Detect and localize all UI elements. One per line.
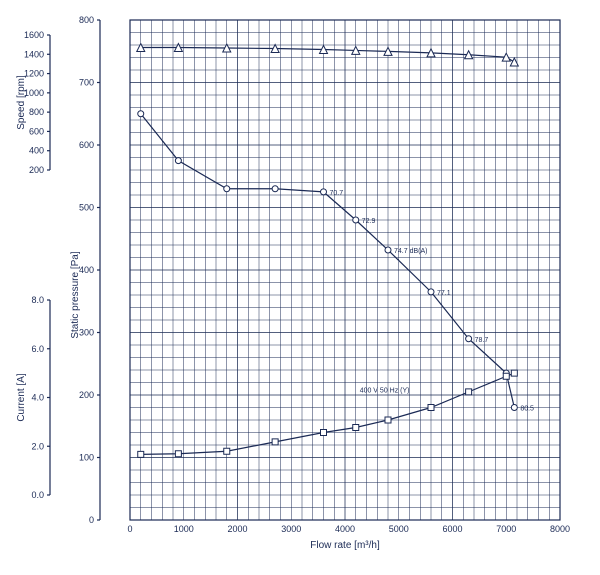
x-tick-label: 7000 — [496, 524, 516, 534]
pressure-tick-label: 700 — [79, 78, 94, 88]
current-tick-label: 2.0 — [31, 441, 44, 451]
current-marker — [175, 451, 181, 457]
pressure-marker — [428, 289, 434, 295]
x-tick-label: 3000 — [281, 524, 301, 534]
pressure-marker — [224, 186, 230, 192]
pressure-point-label: 78.7 — [475, 337, 489, 344]
chart-svg: 010002000300040005000600070008000Flow ra… — [0, 0, 600, 575]
pressure-tick-label: 500 — [79, 203, 94, 213]
current-marker — [503, 373, 509, 379]
fan-performance-chart: { "canvas": { "width": 600, "height": 57… — [0, 0, 600, 575]
x-tick-label: 6000 — [442, 524, 462, 534]
x-tick-label: 8000 — [550, 524, 570, 534]
current-marker — [466, 389, 472, 395]
pressure-point-label: 80.5 — [520, 406, 534, 413]
speed-tick-label: 400 — [29, 146, 44, 156]
x-axis-label: Flow rate [m³/h] — [310, 540, 380, 551]
pressure-marker — [272, 186, 278, 192]
pressure-marker — [175, 158, 181, 164]
current-marker — [428, 405, 434, 411]
pressure-tick-label: 800 — [79, 15, 94, 25]
current-tick-label: 4.0 — [31, 393, 44, 403]
pressure-tick-label: 300 — [79, 328, 94, 338]
pressure-marker — [511, 405, 517, 411]
current-marker — [224, 448, 230, 454]
speed-tick-label: 1400 — [24, 49, 44, 59]
pressure-point-label: 70.7 — [330, 190, 344, 197]
x-tick-label: 0 — [127, 524, 132, 534]
speed-line — [141, 48, 515, 62]
pressure-marker — [138, 111, 144, 117]
pressure-marker — [385, 247, 391, 253]
speed-axis-label: Speed [rpm] — [16, 75, 27, 130]
pressure-tick-label: 400 — [79, 265, 94, 275]
speed-tick-label: 200 — [29, 165, 44, 175]
x-tick-label: 4000 — [335, 524, 355, 534]
pressure-point-label: 72.9 — [362, 218, 376, 225]
pressure-point-label: 77.1 — [437, 290, 451, 297]
current-tick-label: 8.0 — [31, 295, 44, 305]
current-line — [141, 373, 515, 454]
pressure-marker — [321, 189, 327, 195]
current-tick-label: 0.0 — [31, 490, 44, 500]
pressure-line — [141, 114, 515, 408]
current-marker — [511, 370, 517, 376]
current-marker — [138, 451, 144, 457]
pressure-tick-label: 600 — [79, 140, 94, 150]
speed-tick-label: 800 — [29, 107, 44, 117]
grid — [130, 20, 560, 520]
current-axis-label: Current [A] — [16, 373, 27, 422]
pressure-marker — [466, 336, 472, 342]
pressure-tick-label: 100 — [79, 453, 94, 463]
pressure-tick-label: 0 — [89, 515, 94, 525]
pressure-point-label: 74.7 dB(A) — [394, 248, 427, 255]
pressure-marker — [353, 217, 359, 223]
current-tick-label: 6.0 — [31, 344, 44, 354]
current-marker — [272, 439, 278, 445]
pressure-tick-label: 200 — [79, 390, 94, 400]
current-marker — [321, 430, 327, 436]
current-marker — [353, 425, 359, 431]
x-tick-label: 5000 — [389, 524, 409, 534]
x-tick-label: 2000 — [227, 524, 247, 534]
x-tick-label: 1000 — [174, 524, 194, 534]
speed-tick-label: 600 — [29, 126, 44, 136]
pressure-axis-label: Static pressure [Pa] — [70, 251, 81, 338]
current-marker — [385, 417, 391, 423]
current-annotation: 400 V 50 Hz (Y) — [360, 387, 410, 394]
speed-tick-label: 1600 — [24, 30, 44, 40]
